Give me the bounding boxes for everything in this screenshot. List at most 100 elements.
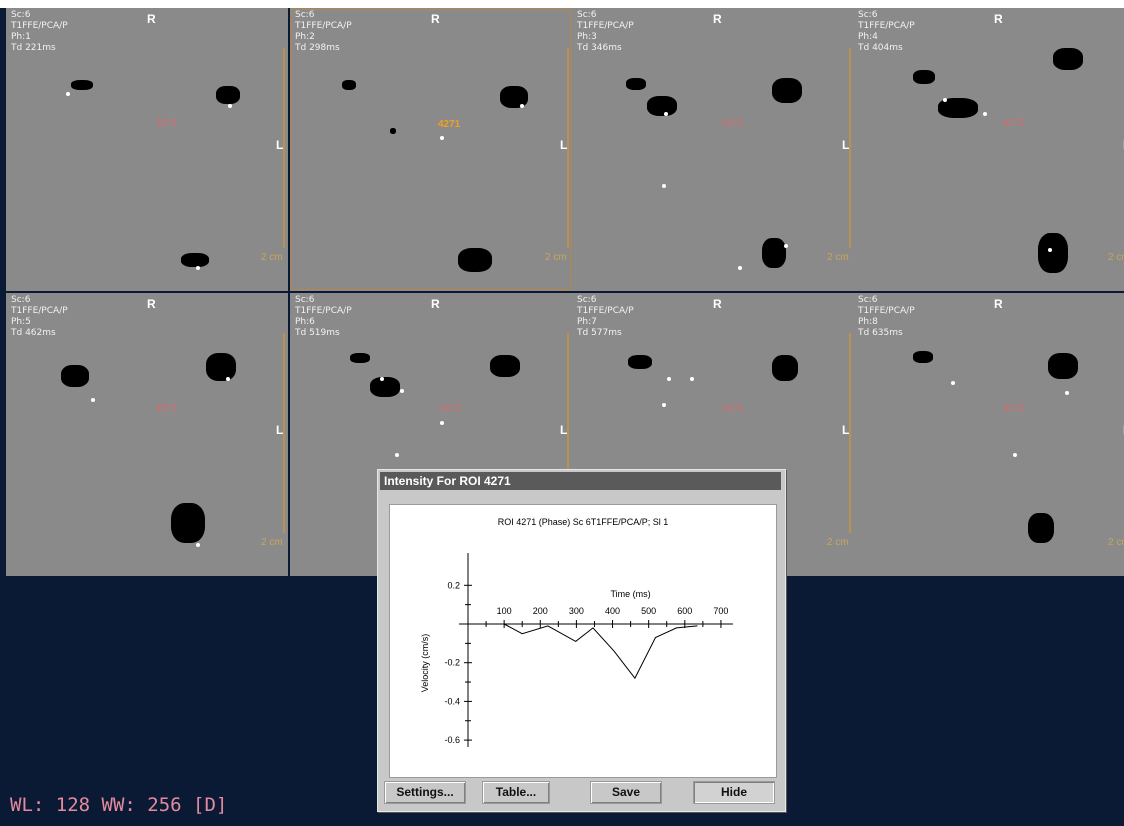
x-tick-label: 100 (497, 606, 512, 616)
scale-bar-label: 2 cm (1108, 252, 1124, 263)
chart-title: ROI 4271 (Phase) Sc 6T1FFE/PCA/P; Sl 1 (498, 517, 669, 527)
orientation-marker-top: R (994, 12, 1003, 26)
bright-pixel (662, 403, 666, 407)
x-tick-label: 300 (569, 606, 584, 616)
bright-pixel (1065, 391, 1069, 395)
bright-pixel (662, 184, 666, 188)
image-tile[interactable]: Sc:6 T1FFE/PCA/P Ph:3 Td 346ms R L 2 cm 4271 (572, 8, 854, 291)
vessel-blob (772, 355, 798, 381)
roi-label[interactable]: 4271 (1003, 403, 1026, 414)
bright-pixel (196, 543, 200, 547)
tile-info-seq: T1FFE/PCA/P (295, 21, 352, 31)
vessel-blob (71, 80, 93, 90)
tile-info-seq: T1FFE/PCA/P (858, 306, 915, 316)
hide-button[interactable]: Hide (693, 781, 775, 804)
bright-pixel (400, 389, 404, 393)
bright-pixel (66, 92, 70, 96)
tile-info: Sc:6 T1FFE/PCA/P Ph:7 Td 577ms (577, 295, 634, 339)
roi-label[interactable]: 4271 (156, 403, 179, 414)
roi-label[interactable]: 4271 (722, 118, 745, 129)
bright-pixel (395, 453, 399, 457)
bright-pixel (196, 266, 200, 270)
vessel-blob (762, 238, 786, 268)
orientation-marker-right: L (276, 138, 284, 152)
scale-bar-label: 2 cm (827, 537, 849, 548)
vessel-blob (500, 86, 528, 108)
roi-label[interactable]: 4271 (722, 403, 745, 414)
scale-bar (849, 48, 851, 248)
tile-info-td: Td 346ms (577, 43, 622, 53)
roi-label[interactable]: 4271 (440, 403, 463, 414)
vessel-blob (490, 355, 520, 377)
vessel-blob (181, 253, 209, 267)
image-tile[interactable]: Sc:6 T1FFE/PCA/P Ph:5 Td 462ms R L 2 cm 4271 (6, 293, 288, 576)
orientation-marker-right: L (276, 423, 284, 437)
orientation-marker-right: L (842, 423, 850, 437)
tile-info: Sc:6 T1FFE/PCA/P Ph:8 Td 635ms (858, 295, 915, 339)
settings-button[interactable]: Settings... (384, 781, 466, 804)
bright-pixel (664, 112, 668, 116)
y-tick-label: -0.4 (444, 696, 460, 706)
bright-pixel (228, 104, 232, 108)
vessel-blob (216, 86, 240, 104)
vessel-blob (350, 353, 370, 363)
scale-bar (283, 48, 285, 248)
tile-info-sc: Sc:6 (11, 295, 31, 305)
vessel-blob (626, 78, 646, 90)
image-tile[interactable]: Sc:6 T1FFE/PCA/P Ph:2 Td 298ms R L 2 cm 4271 (290, 8, 572, 291)
vessel-blob (1053, 48, 1083, 70)
vessel-blob (913, 351, 933, 363)
tile-info-sc: Sc:6 (11, 10, 31, 20)
vessel-blob (342, 80, 356, 90)
velocity-series-line (503, 623, 698, 680)
tile-info-ph: Ph:6 (295, 317, 315, 327)
bright-pixel (1013, 453, 1017, 457)
table-button[interactable]: Table... (482, 781, 550, 804)
vessel-blob (628, 355, 652, 369)
tile-info: Sc:6 T1FFE/PCA/P Ph:4 Td 404ms (858, 10, 915, 54)
roi-label[interactable]: 4271 (1003, 118, 1026, 129)
image-tile[interactable]: Sc:6 T1FFE/PCA/P Ph:1 Td 221ms R L 2 cm 4271 (6, 8, 288, 291)
scale-bar-label: 2 cm (261, 537, 283, 548)
tile-info-sc: Sc:6 (858, 295, 878, 305)
tile-info-ph: Ph:3 (577, 32, 597, 42)
scale-bar-label: 2 cm (261, 252, 283, 263)
tile-info-td: Td 577ms (577, 328, 622, 338)
tile-info-seq: T1FFE/PCA/P (11, 21, 68, 31)
scale-bar-label: 2 cm (545, 252, 567, 263)
intensity-dialog[interactable]: Intensity For ROI 4271 ROI 4271 (Phase) … (377, 469, 786, 812)
bright-pixel (943, 98, 947, 102)
tile-info-td: Td 404ms (858, 43, 903, 53)
intensity-plot: ROI 4271 (Phase) Sc 6T1FFE/PCA/P; Sl 1 10… (389, 504, 777, 778)
orientation-marker-right: L (560, 138, 568, 152)
tile-info-sc: Sc:6 (858, 10, 878, 20)
bright-pixel (983, 112, 987, 116)
vessel-blob (61, 365, 89, 387)
bright-pixel (784, 244, 788, 248)
tile-info-ph: Ph:4 (858, 32, 878, 42)
dialog-title[interactable]: Intensity For ROI 4271 (380, 472, 781, 490)
vessel-blob (647, 96, 677, 116)
vessel-blob (1028, 513, 1054, 543)
tile-info-td: Td 635ms (858, 328, 903, 338)
tile-info-ph: Ph:7 (577, 317, 597, 327)
tile-info-td: Td 462ms (11, 328, 56, 338)
roi-label[interactable]: 4271 (438, 119, 461, 130)
tile-info-seq: T1FFE/PCA/P (577, 21, 634, 31)
roi-label[interactable]: 4271 (156, 118, 179, 129)
tile-info-seq: T1FFE/PCA/P (577, 306, 634, 316)
vessel-blob (458, 248, 492, 272)
vessel-blob (171, 503, 205, 543)
orientation-marker-top: R (147, 12, 156, 26)
orientation-marker-right: L (842, 138, 850, 152)
vessel-blob (913, 70, 935, 84)
orientation-marker-top: R (994, 297, 1003, 311)
save-button[interactable]: Save (590, 781, 662, 804)
tile-info-seq: T1FFE/PCA/P (11, 306, 68, 316)
tile-info-ph: Ph:5 (11, 317, 31, 327)
tile-info-seq: T1FFE/PCA/P (858, 21, 915, 31)
bright-pixel (440, 421, 444, 425)
